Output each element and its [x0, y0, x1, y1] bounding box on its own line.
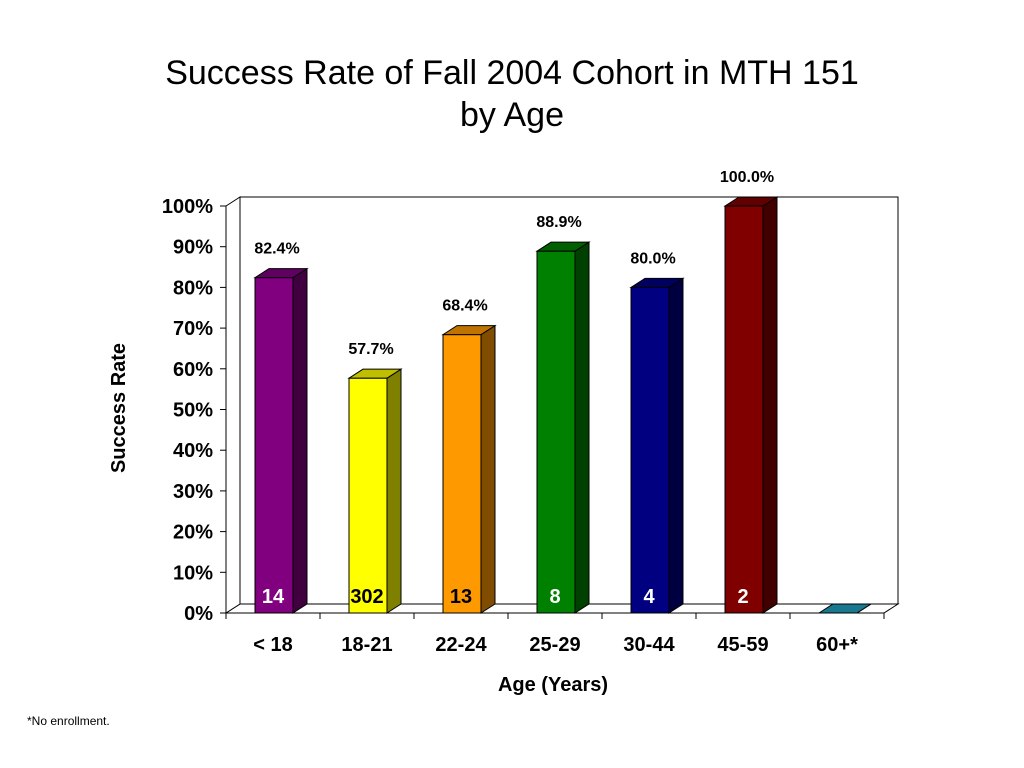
x-tick-label: 25-29	[529, 634, 580, 656]
y-tick-label: 40%	[173, 440, 213, 462]
bar	[724, 205, 764, 614]
bar-top	[441, 325, 497, 336]
y-tick-label: 0%	[184, 603, 213, 625]
bar-value-label: 80.0%	[630, 250, 675, 267]
y-tick-label: 70%	[173, 318, 213, 340]
bar-value-label: 88.9%	[536, 214, 581, 231]
x-tick-label: 45-59	[717, 634, 768, 656]
chart-title-line-1: Success Rate of Fall 2004 Cohort in MTH …	[165, 54, 859, 92]
x-axis: < 18 18-21 22-24 25-29 30-44 45-59 60+*	[225, 612, 885, 656]
bar-side	[480, 324, 496, 614]
bar	[536, 250, 576, 614]
y-tick-label: 100%	[162, 196, 213, 218]
bar-group: 68.4% 13	[441, 298, 497, 614]
bar-top	[723, 196, 779, 207]
bar-side	[292, 267, 308, 614]
bar-value-label: 68.4%	[442, 298, 487, 315]
bar	[254, 277, 294, 614]
bar-group: 57.7% 302	[347, 341, 403, 614]
y-tick-label: 80%	[173, 277, 213, 299]
chart-title: Success Rate of Fall 2004 Cohort in MTH …	[0, 52, 1024, 136]
y-tick-label: 10%	[173, 562, 213, 584]
footnote: *No enrollment.	[27, 714, 110, 728]
bar-count-label: 2	[737, 586, 748, 608]
x-tick-label: 30-44	[623, 634, 675, 656]
bar-group: 82.4% 14	[253, 241, 309, 614]
bar-count-label: 302	[350, 586, 383, 608]
bar-group: 100.0% 2	[720, 169, 779, 614]
bar	[348, 377, 388, 614]
bars: 82.4% 14 57.7% 302 68.4% 13 88.9% 8 80.0% 4 100.0%…	[253, 169, 873, 614]
x-tick-label: 60+*	[816, 634, 858, 656]
bar-count-label: 13	[450, 586, 472, 608]
bar-top	[629, 277, 685, 288]
y-axis: 0% 10% 20% 30% 40% 50% 60% 70% 80% 90% 100%	[162, 196, 227, 625]
bar-count-label: 14	[262, 586, 285, 608]
y-tick-label: 20%	[173, 522, 213, 544]
side-wall	[225, 196, 241, 614]
bar	[630, 286, 670, 614]
bar-value-label: 100.0%	[720, 169, 774, 186]
bar-group: 80.0% 4	[629, 250, 685, 614]
y-tick-label: 90%	[173, 237, 213, 259]
bar-top	[347, 368, 403, 379]
bar-side	[762, 196, 778, 614]
bar-value-label: 82.4%	[254, 241, 299, 258]
bar-side	[386, 368, 402, 614]
y-tick-label: 30%	[173, 481, 213, 503]
x-tick-label: 22-24	[435, 634, 487, 656]
x-tick-label: 18-21	[341, 634, 392, 656]
bar-group: 88.9% 8	[535, 214, 591, 614]
bar-side	[574, 241, 590, 614]
chart-title-line-2: by Age	[460, 96, 564, 134]
y-tick-label: 50%	[173, 400, 213, 422]
x-tick-label: < 18	[253, 634, 292, 656]
bar-top	[253, 268, 309, 279]
bar-count-label: 8	[549, 586, 560, 608]
bar-value-label: 57.7%	[348, 341, 393, 358]
bar-top	[535, 241, 591, 252]
x-axis-title: Age (Years)	[498, 674, 608, 696]
bar-count-label: 4	[643, 586, 655, 608]
bar	[442, 334, 482, 614]
y-tick-label: 60%	[173, 359, 213, 381]
bar-side	[668, 277, 684, 614]
y-axis-title: Success Rate	[108, 343, 130, 473]
